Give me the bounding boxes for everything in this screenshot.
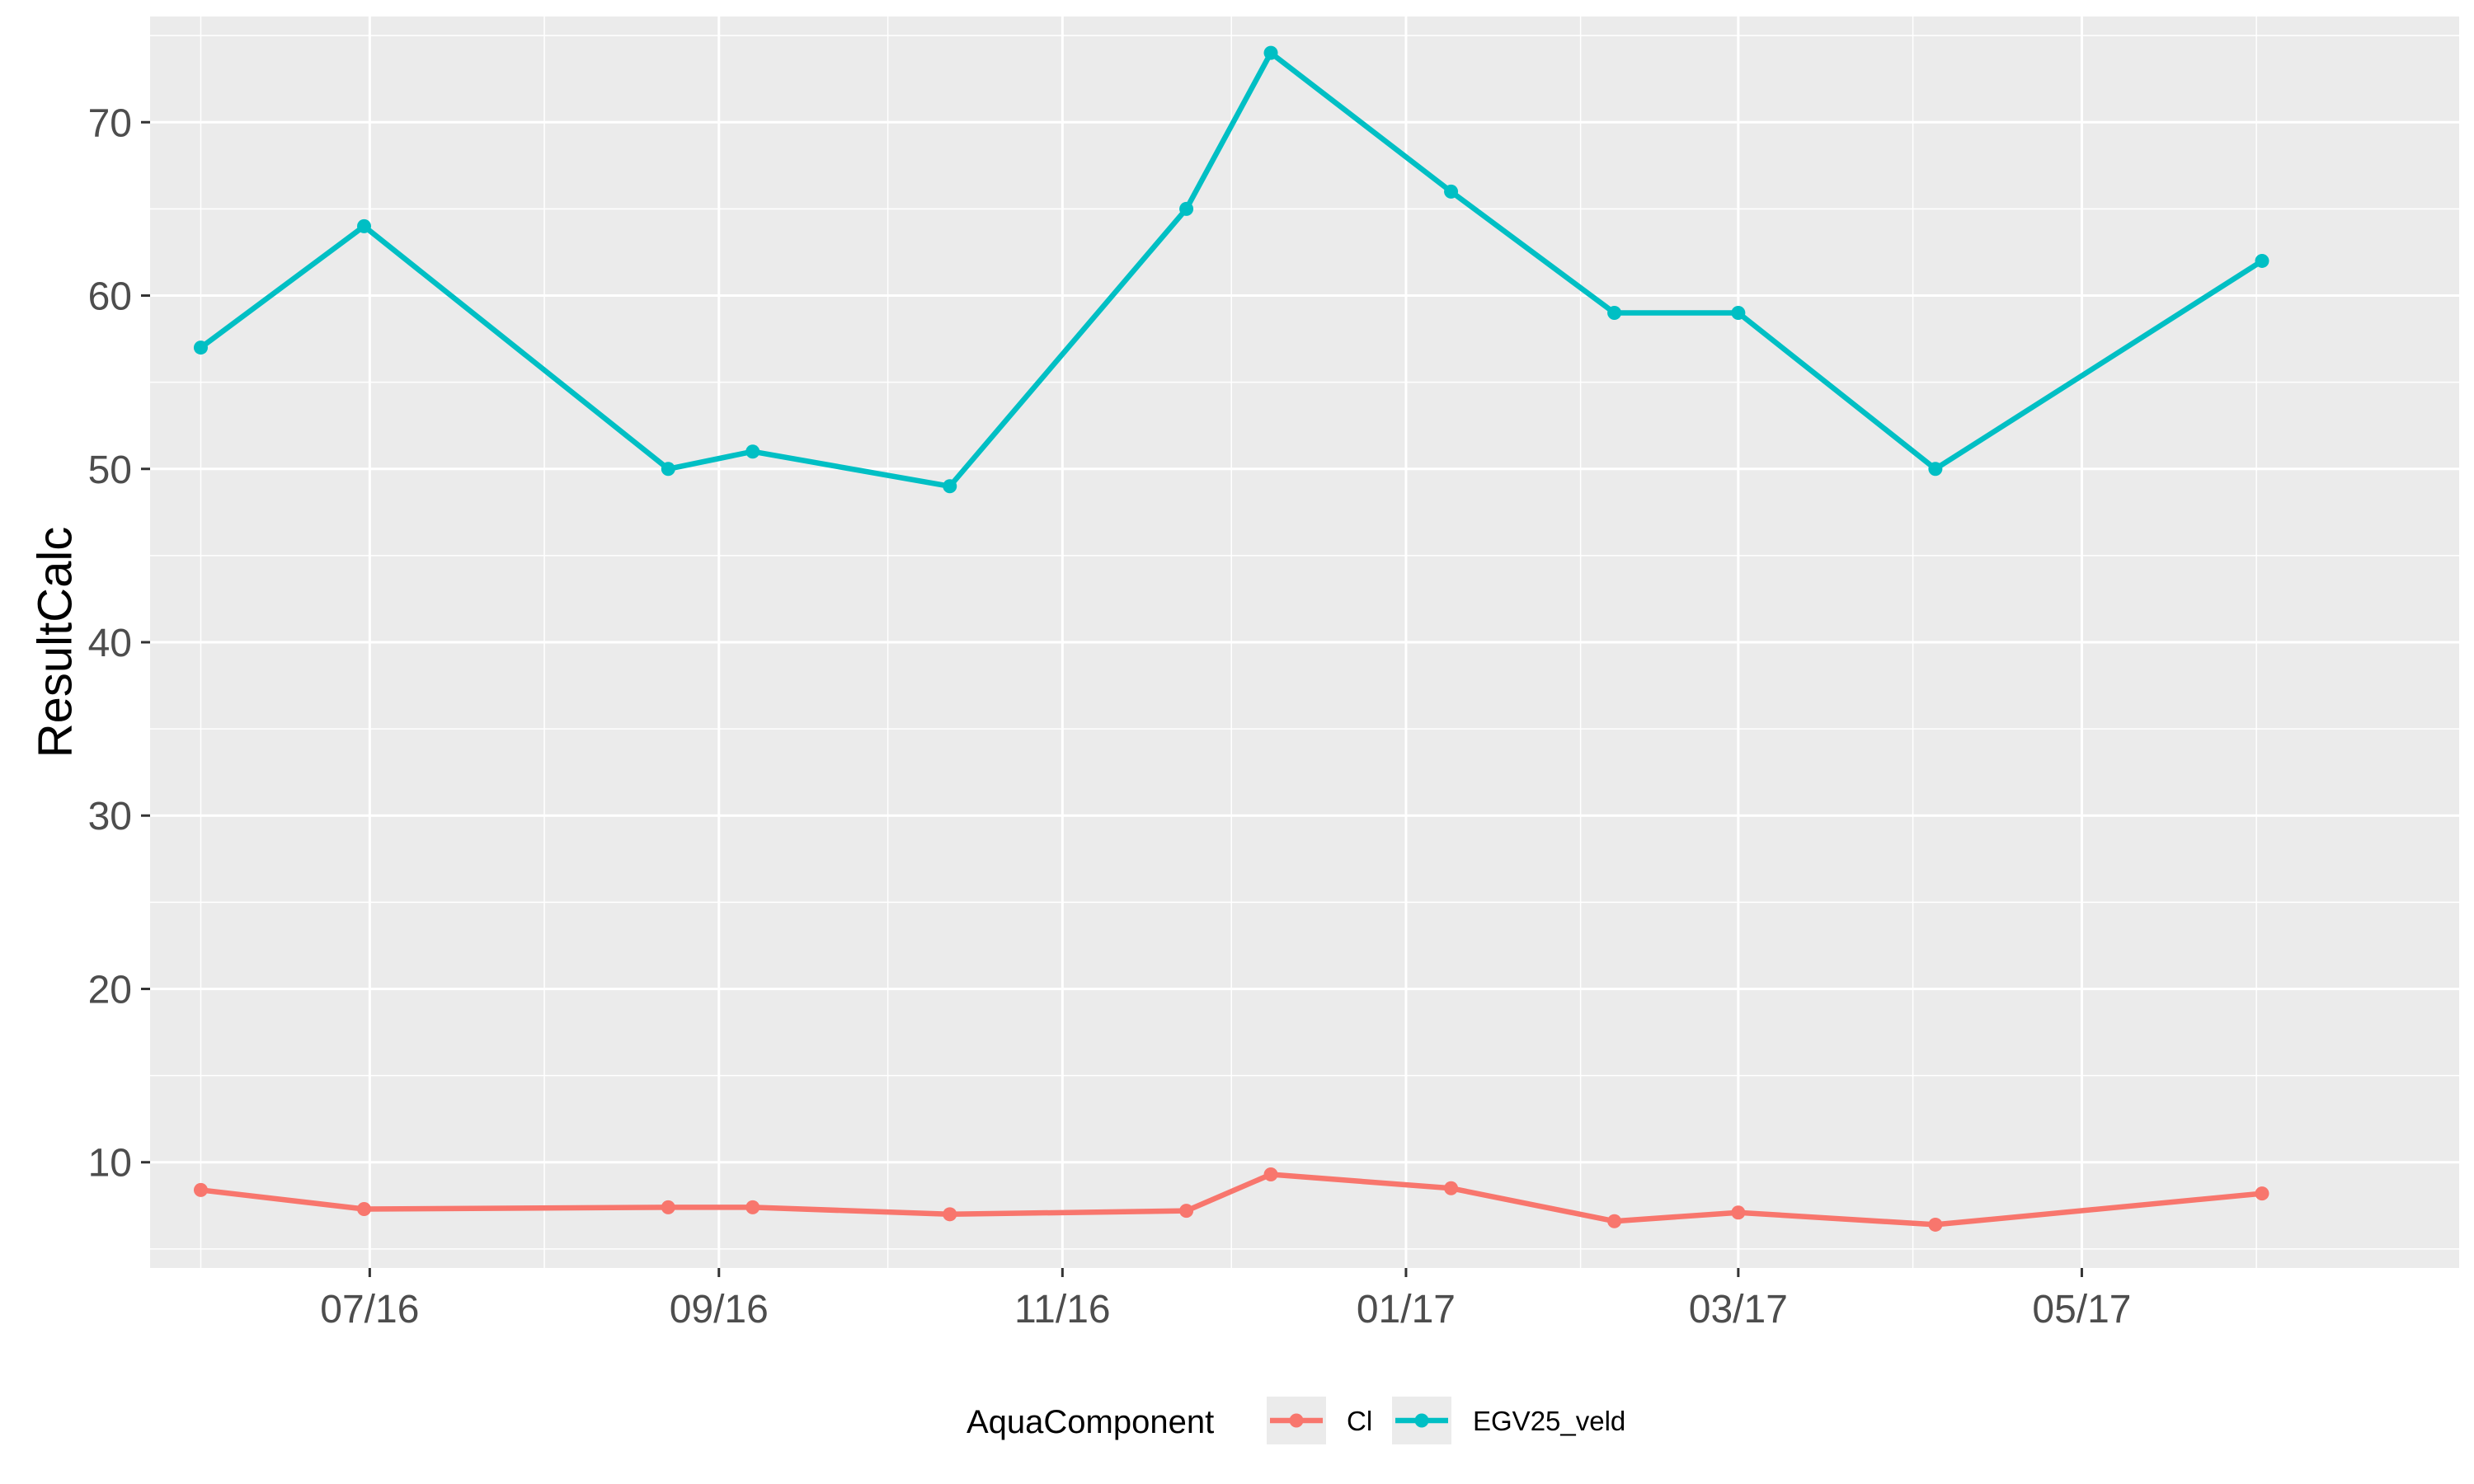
data-point xyxy=(1179,201,1194,216)
x-tick-label: 03/17 xyxy=(1689,1288,1788,1331)
data-point xyxy=(1928,1217,1943,1232)
legend-item: EGV25_veld xyxy=(1392,1397,1625,1444)
legend: AquaComponent Cl EGV25_veld xyxy=(967,1397,1625,1444)
data-point xyxy=(943,479,957,494)
y-tick-label: 20 xyxy=(88,968,132,1012)
data-point xyxy=(1607,1214,1622,1228)
data-point xyxy=(2255,1186,2269,1201)
x-tick-label: 07/16 xyxy=(320,1288,419,1331)
y-tick-label: 30 xyxy=(88,795,132,838)
series-layer xyxy=(193,45,2269,1232)
data-point xyxy=(1263,1167,1278,1181)
x-tick-labels: 07/16 09/16 11/16 01/17 03/17 05/17 xyxy=(320,1288,2131,1331)
series-egv25-veld xyxy=(193,45,2269,494)
series-line xyxy=(200,1172,2263,1228)
x-tick-label: 11/16 xyxy=(1014,1288,1111,1331)
data-point xyxy=(943,1207,957,1222)
y-axis-title: ResultCalc xyxy=(28,527,82,758)
x-tick-label: 09/16 xyxy=(670,1288,769,1331)
series-cl xyxy=(193,1167,2269,1232)
data-point xyxy=(661,462,675,477)
grid-major xyxy=(150,16,2459,1268)
x-tick-label: 01/17 xyxy=(1357,1288,1456,1331)
data-point xyxy=(1928,462,1943,477)
series-line xyxy=(199,49,2264,490)
y-tick-label: 10 xyxy=(88,1142,132,1186)
legend-label: EGV25_veld xyxy=(1473,1406,1625,1436)
y-tick-labels: 10 20 30 40 50 60 70 xyxy=(88,101,132,1185)
data-point xyxy=(1444,184,1459,199)
y-tick-label: 50 xyxy=(88,448,132,492)
data-point xyxy=(193,1182,208,1197)
data-point xyxy=(357,1202,372,1217)
legend-title: AquaComponent xyxy=(967,1404,1214,1440)
legend-item: Cl xyxy=(1267,1397,1372,1444)
legend-key-point xyxy=(1414,1413,1429,1428)
legend-label: Cl xyxy=(1347,1406,1372,1436)
data-point xyxy=(1731,306,1746,321)
data-point xyxy=(1607,306,1622,321)
legend-items: Cl EGV25_veld xyxy=(1267,1397,1625,1444)
y-tick-label: 70 xyxy=(88,101,132,145)
x-tick-label: 05/17 xyxy=(2032,1288,2131,1331)
data-point xyxy=(1179,1204,1194,1219)
data-point xyxy=(2255,253,2269,268)
legend-key-point xyxy=(1289,1413,1304,1428)
data-point xyxy=(1444,1181,1459,1195)
y-tick-label: 60 xyxy=(88,275,132,319)
data-point xyxy=(193,340,208,355)
y-tick-label: 40 xyxy=(88,622,132,665)
data-point xyxy=(745,444,760,459)
axis-ticks xyxy=(141,120,2083,1277)
data-point xyxy=(1731,1205,1746,1220)
data-point xyxy=(1263,45,1278,60)
data-point xyxy=(661,1200,675,1214)
data-point xyxy=(745,1200,760,1214)
data-point xyxy=(357,218,372,233)
